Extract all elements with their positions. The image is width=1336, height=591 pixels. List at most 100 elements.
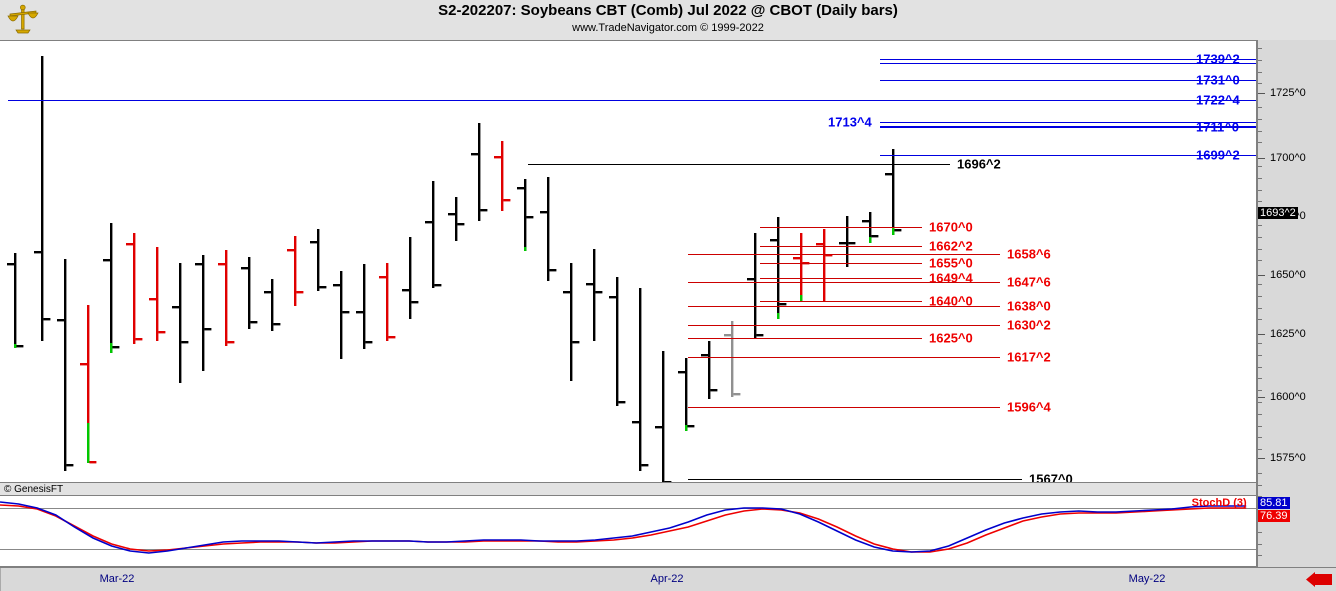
blue-level-line [880,80,1256,81]
price-minor-tick [1258,130,1262,132]
time-axis[interactable]: Mar-22 Apr-22 May-22 [0,567,1336,591]
blue-level-line [8,100,1256,101]
scales-icon [7,4,39,34]
red-level-line [688,325,1000,326]
price-axis[interactable]: 1725^01700^01675^01650^01625^01600^01575… [1256,40,1336,567]
red-level-label: 1630^2 [1007,317,1051,333]
blue-level-label: 1731^0 [1196,72,1240,88]
price-minor-tick [1258,496,1262,498]
price-tick-label: 1600^0 [1270,391,1306,403]
price-minor-tick [1258,425,1262,427]
price-minor-tick [1258,366,1262,368]
stoch-lower-guide [0,549,1256,550]
price-minor-tick [1258,319,1262,321]
stochastic-lines [0,501,1247,554]
red-level-line [760,227,922,228]
current-price-badge: 1693^2 [1258,207,1298,219]
black-level-line [688,479,1022,480]
price-minor-tick [1258,354,1262,356]
price-minor-tick [1258,295,1262,297]
price-minor-tick [1258,343,1262,344]
header-band [0,0,1336,40]
price-minor-tick [1258,48,1262,49]
blue-level-line [880,63,1256,64]
price-minor-tick [1258,83,1262,85]
price-tick [1258,458,1265,459]
time-axis-label: May-22 [1128,573,1166,585]
price-tick [1258,93,1265,94]
red-level-line [760,246,922,247]
price-tick-label: 1650^0 [1270,269,1306,281]
price-tick-label: 1725^0 [1270,87,1306,99]
blue-level-line [880,127,1256,128]
black-level-label: 1567^0 [1029,471,1073,483]
price-minor-tick [1258,307,1262,309]
price-chart-pane[interactable]: 1713^4 1739^2 1731^0 1722^4 1711^0 1699^2 1696… [0,40,1256,483]
time-axis-label: Apr-22 [650,573,684,585]
red-level-label: 1625^0 [929,330,973,346]
blue-level-label: 1699^2 [1196,147,1240,163]
blue-level-label: 1711^0 [1196,119,1240,135]
red-level-label: 1638^0 [1007,298,1051,314]
blue-level-line [880,155,1256,156]
scales-of-justice-logo [0,0,46,38]
price-minor-tick [1258,413,1262,415]
price-tick [1258,334,1265,335]
price-tick [1258,397,1265,398]
price-minor-tick [1258,71,1262,73]
red-level-label: 1658^6 [1007,246,1051,262]
stoch-d-value-badge: 76.39 [1258,510,1290,522]
red-level-label: 1655^0 [929,255,973,271]
price-minor-tick [1258,531,1262,533]
red-level-line [760,301,922,302]
price-minor-tick [1258,543,1262,545]
blue-level-label: 1713^4 [828,114,872,130]
page-title: S2-202207: Soybeans CBT (Comb) Jul 2022 … [438,2,898,19]
price-minor-tick [1258,225,1262,226]
time-axis-sep [0,568,1,591]
red-level-line [688,282,1000,283]
price-minor-tick [1258,236,1262,238]
black-level-label: 1696^2 [957,156,1001,172]
price-minor-tick [1258,118,1262,120]
price-tick [1258,158,1265,159]
price-minor-tick [1258,402,1262,403]
watermark: © GenesisFT [0,483,1256,496]
red-level-line [688,357,1000,358]
price-minor-tick [1258,107,1262,108]
time-axis-label: Mar-22 [99,573,135,585]
price-minor-tick [1258,201,1262,203]
red-level-line [688,254,1000,255]
price-minor-tick [1258,166,1262,167]
price-bars-layer [7,56,902,482]
red-level-label: 1640^0 [929,293,973,309]
red-level-label: 1649^4 [929,270,973,286]
stoch-upper-guide [0,508,1256,509]
red-level-line [688,306,1000,307]
red-level-line [688,407,1000,408]
red-level-label: 1596^4 [1007,399,1051,415]
price-tick-label: 1575^0 [1270,452,1306,464]
blue-level-label: 1722^4 [1196,92,1240,108]
price-minor-tick [1258,177,1262,179]
price-minor-tick [1258,59,1262,61]
price-tick-label: 1700^0 [1270,152,1306,164]
red-level-line [760,263,922,264]
red-level-line [760,278,922,279]
price-minor-tick [1258,437,1262,439]
price-minor-tick [1258,189,1262,191]
red-level-label: 1670^0 [929,219,973,235]
price-minor-tick [1258,449,1262,451]
price-minor-tick [1258,555,1262,557]
page-subtitle: www.TradeNavigator.com © 1999-2022 [572,22,764,34]
scroll-right-arrow-icon[interactable] [1306,572,1332,587]
stoch-d-label: StochD (3) [1191,497,1247,509]
price-tick-label: 1625^0 [1270,328,1306,340]
price-minor-tick [1258,390,1262,392]
price-minor-tick [1258,378,1262,380]
price-minor-tick [1258,260,1262,262]
stochastic-pane[interactable] [0,496,1256,567]
stoch-k-value-badge: 85.81 [1258,497,1290,509]
blue-level-label: 1739^2 [1196,51,1240,67]
